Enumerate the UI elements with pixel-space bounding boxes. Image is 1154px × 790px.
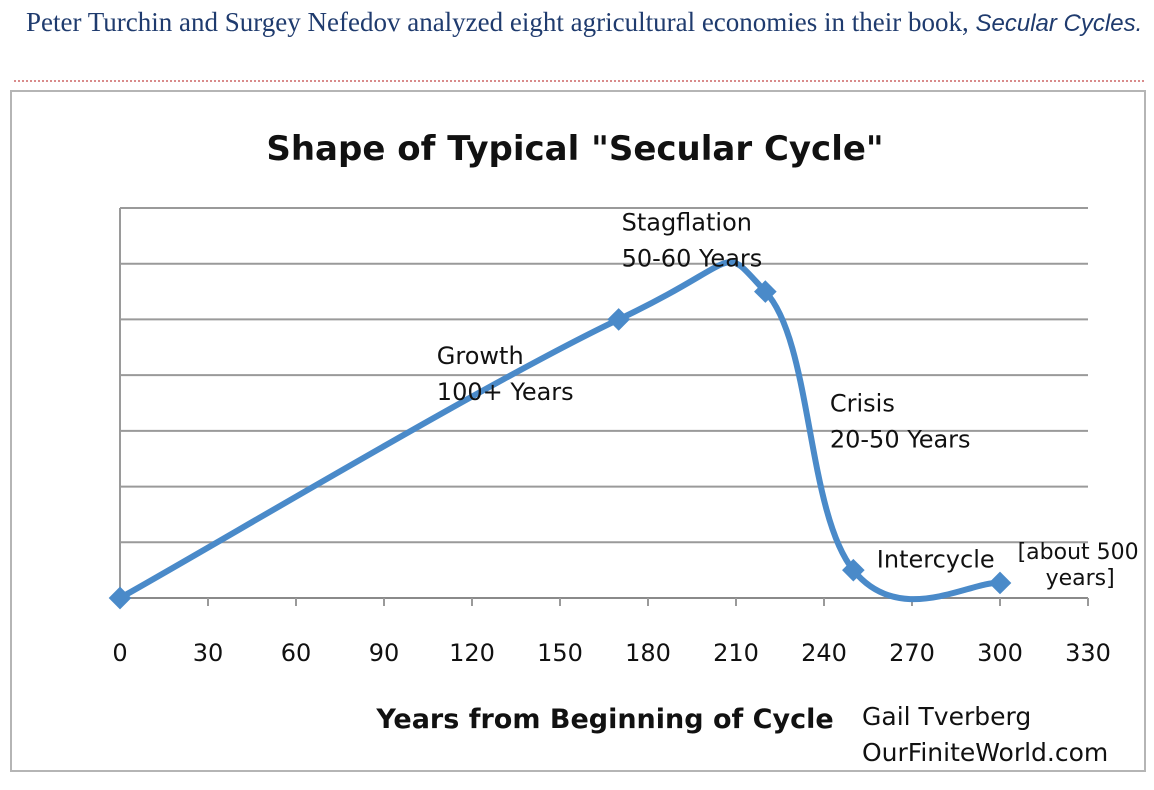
annotation-text: years] (1046, 566, 1115, 591)
annotation-text: Crisis (830, 389, 895, 417)
annotation-text: Stagflation (622, 208, 752, 236)
x-tick-label: 90 (369, 639, 400, 667)
x-tick-label: 240 (801, 639, 847, 667)
chart-title: Shape of Typical "Secular Cycle" (266, 129, 883, 169)
credit-author: Gail Tverberg (862, 702, 1031, 731)
data-point-marker (108, 586, 132, 610)
x-tick-label: 300 (977, 639, 1023, 667)
data-point-marker (988, 571, 1012, 595)
x-tick-label: 270 (889, 639, 935, 667)
x-tick-label: 150 (537, 639, 583, 667)
x-tick-label: 210 (713, 639, 759, 667)
x-tick-label: 60 (281, 639, 312, 667)
data-point-marker (842, 558, 865, 582)
annotation-text: Growth (437, 342, 524, 370)
x-tick-label: 30 (193, 639, 224, 667)
data-point-marker (754, 280, 777, 303)
caption-book: Secular Cycles. (975, 10, 1143, 37)
annotation-text: 100+ Years (437, 378, 574, 406)
x-tick-label: 330 (1065, 639, 1111, 667)
annotation-text: 20-50 Years (830, 425, 971, 453)
x-tick-label: 0 (112, 639, 127, 667)
chart-frame (10, 90, 1146, 772)
x-tick-label: 180 (625, 639, 671, 667)
annotation-text: Intercycle (877, 545, 995, 573)
x-axis-label: Years from Beginning of Cycle (375, 704, 833, 735)
x-tick-label: 120 (449, 639, 495, 667)
caption-text: Peter Turchin and Surgey Nefedov analyze… (26, 7, 969, 37)
credit-site: OurFiniteWorld.com (862, 738, 1108, 767)
annotation-text: 50-60 Years (622, 244, 763, 272)
caption: Peter Turchin and Surgey Nefedov analyze… (26, 4, 1146, 42)
series-line (117, 259, 1003, 603)
annotation-text: [about 500 (1018, 540, 1139, 565)
divider (14, 80, 1144, 82)
data-point-marker (607, 308, 630, 331)
